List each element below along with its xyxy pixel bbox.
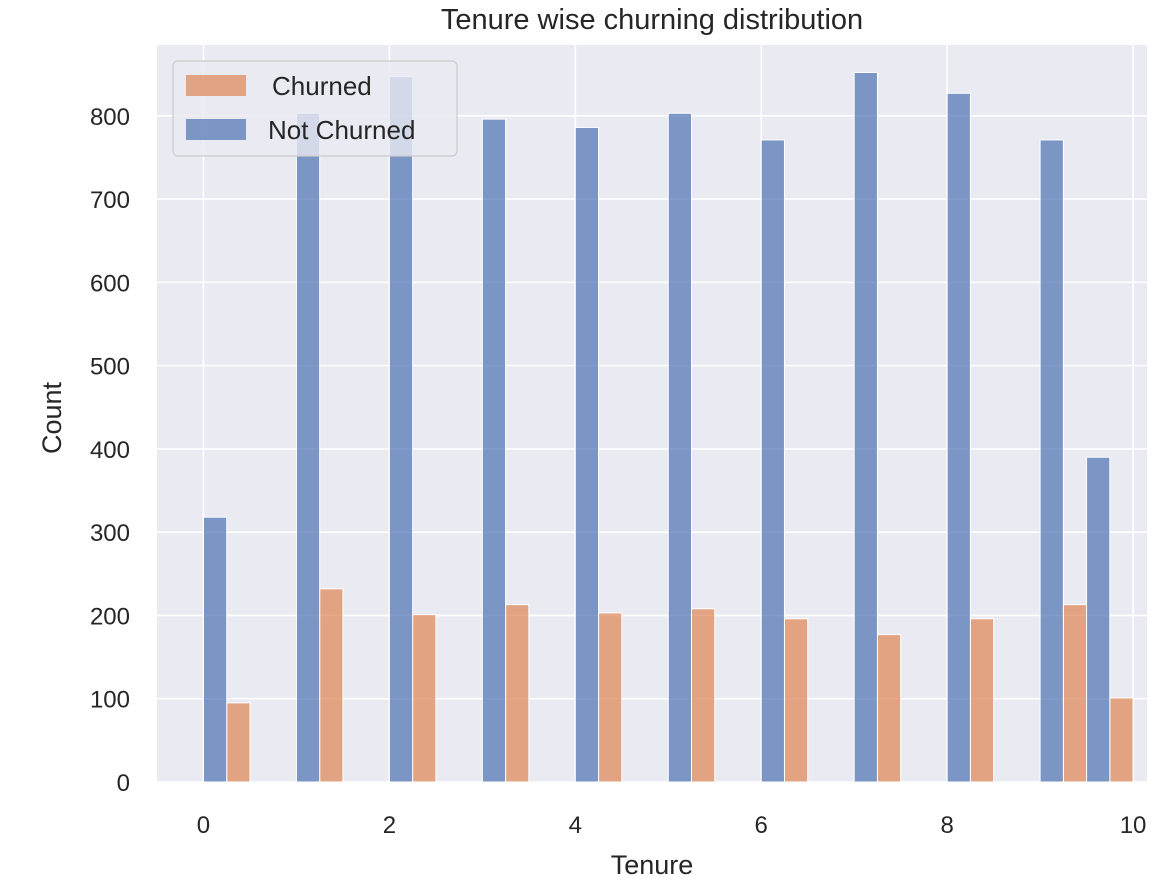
bar-not-churned — [946, 92, 971, 783]
y-tick-label: 0 — [117, 770, 130, 797]
legend-label-churned: Churned — [272, 71, 372, 101]
bar-not-churned — [853, 71, 878, 783]
bar-churned — [691, 608, 716, 783]
bars — [202, 71, 1134, 783]
y-tick-label: 200 — [90, 603, 130, 630]
bar-not-churned — [295, 112, 321, 783]
x-tick-label: 4 — [569, 812, 582, 839]
bar-not-churned — [202, 516, 228, 783]
bar-not-churned — [1086, 456, 1111, 783]
chart-title: Tenure wise churning distribution — [441, 4, 863, 36]
x-tick-label: 0 — [197, 812, 210, 839]
x-axis-title: Tenure — [611, 850, 694, 880]
y-axis-title: Count — [37, 381, 67, 454]
bar-churned — [505, 604, 530, 783]
bar-not-churned — [574, 126, 600, 783]
x-tick-label: 10 — [1120, 812, 1147, 839]
bar-not-churned — [760, 139, 785, 783]
bar-churned — [783, 618, 809, 783]
legend-swatch-not-churned — [186, 119, 246, 140]
legend-swatch-churned — [186, 75, 246, 96]
x-tick-label: 6 — [755, 812, 768, 839]
legend-label-not-churned: Not Churned — [268, 115, 415, 145]
bar-churned — [876, 634, 902, 783]
y-tick-label: 500 — [90, 354, 130, 381]
bar-churned — [1062, 604, 1088, 783]
y-tick-label: 300 — [90, 520, 130, 547]
x-tick-label: 2 — [383, 812, 396, 839]
x-tick-label: 8 — [940, 812, 953, 839]
y-tick-label: 400 — [90, 437, 130, 464]
bar-churned — [319, 588, 344, 783]
bar-not-churned — [388, 76, 414, 783]
y-tick-label: 600 — [90, 270, 130, 297]
y-tick-labels: 0 100 200 300 400 500 600 700 800 — [90, 104, 130, 797]
bar-churned — [412, 614, 437, 783]
legend: Churned Not Churned — [172, 60, 458, 157]
bar-churned — [1109, 697, 1134, 783]
y-tick-label: 700 — [90, 187, 130, 214]
bar-churned — [226, 702, 251, 783]
bar-not-churned — [1039, 139, 1064, 783]
bar-not-churned — [667, 112, 693, 783]
bar-churned — [598, 612, 623, 783]
y-tick-label: 100 — [90, 687, 130, 714]
y-tick-label: 800 — [90, 104, 130, 131]
x-tick-labels: 0 2 4 6 8 10 — [197, 812, 1147, 839]
bar-churned — [969, 618, 995, 783]
bar-not-churned — [481, 118, 507, 783]
